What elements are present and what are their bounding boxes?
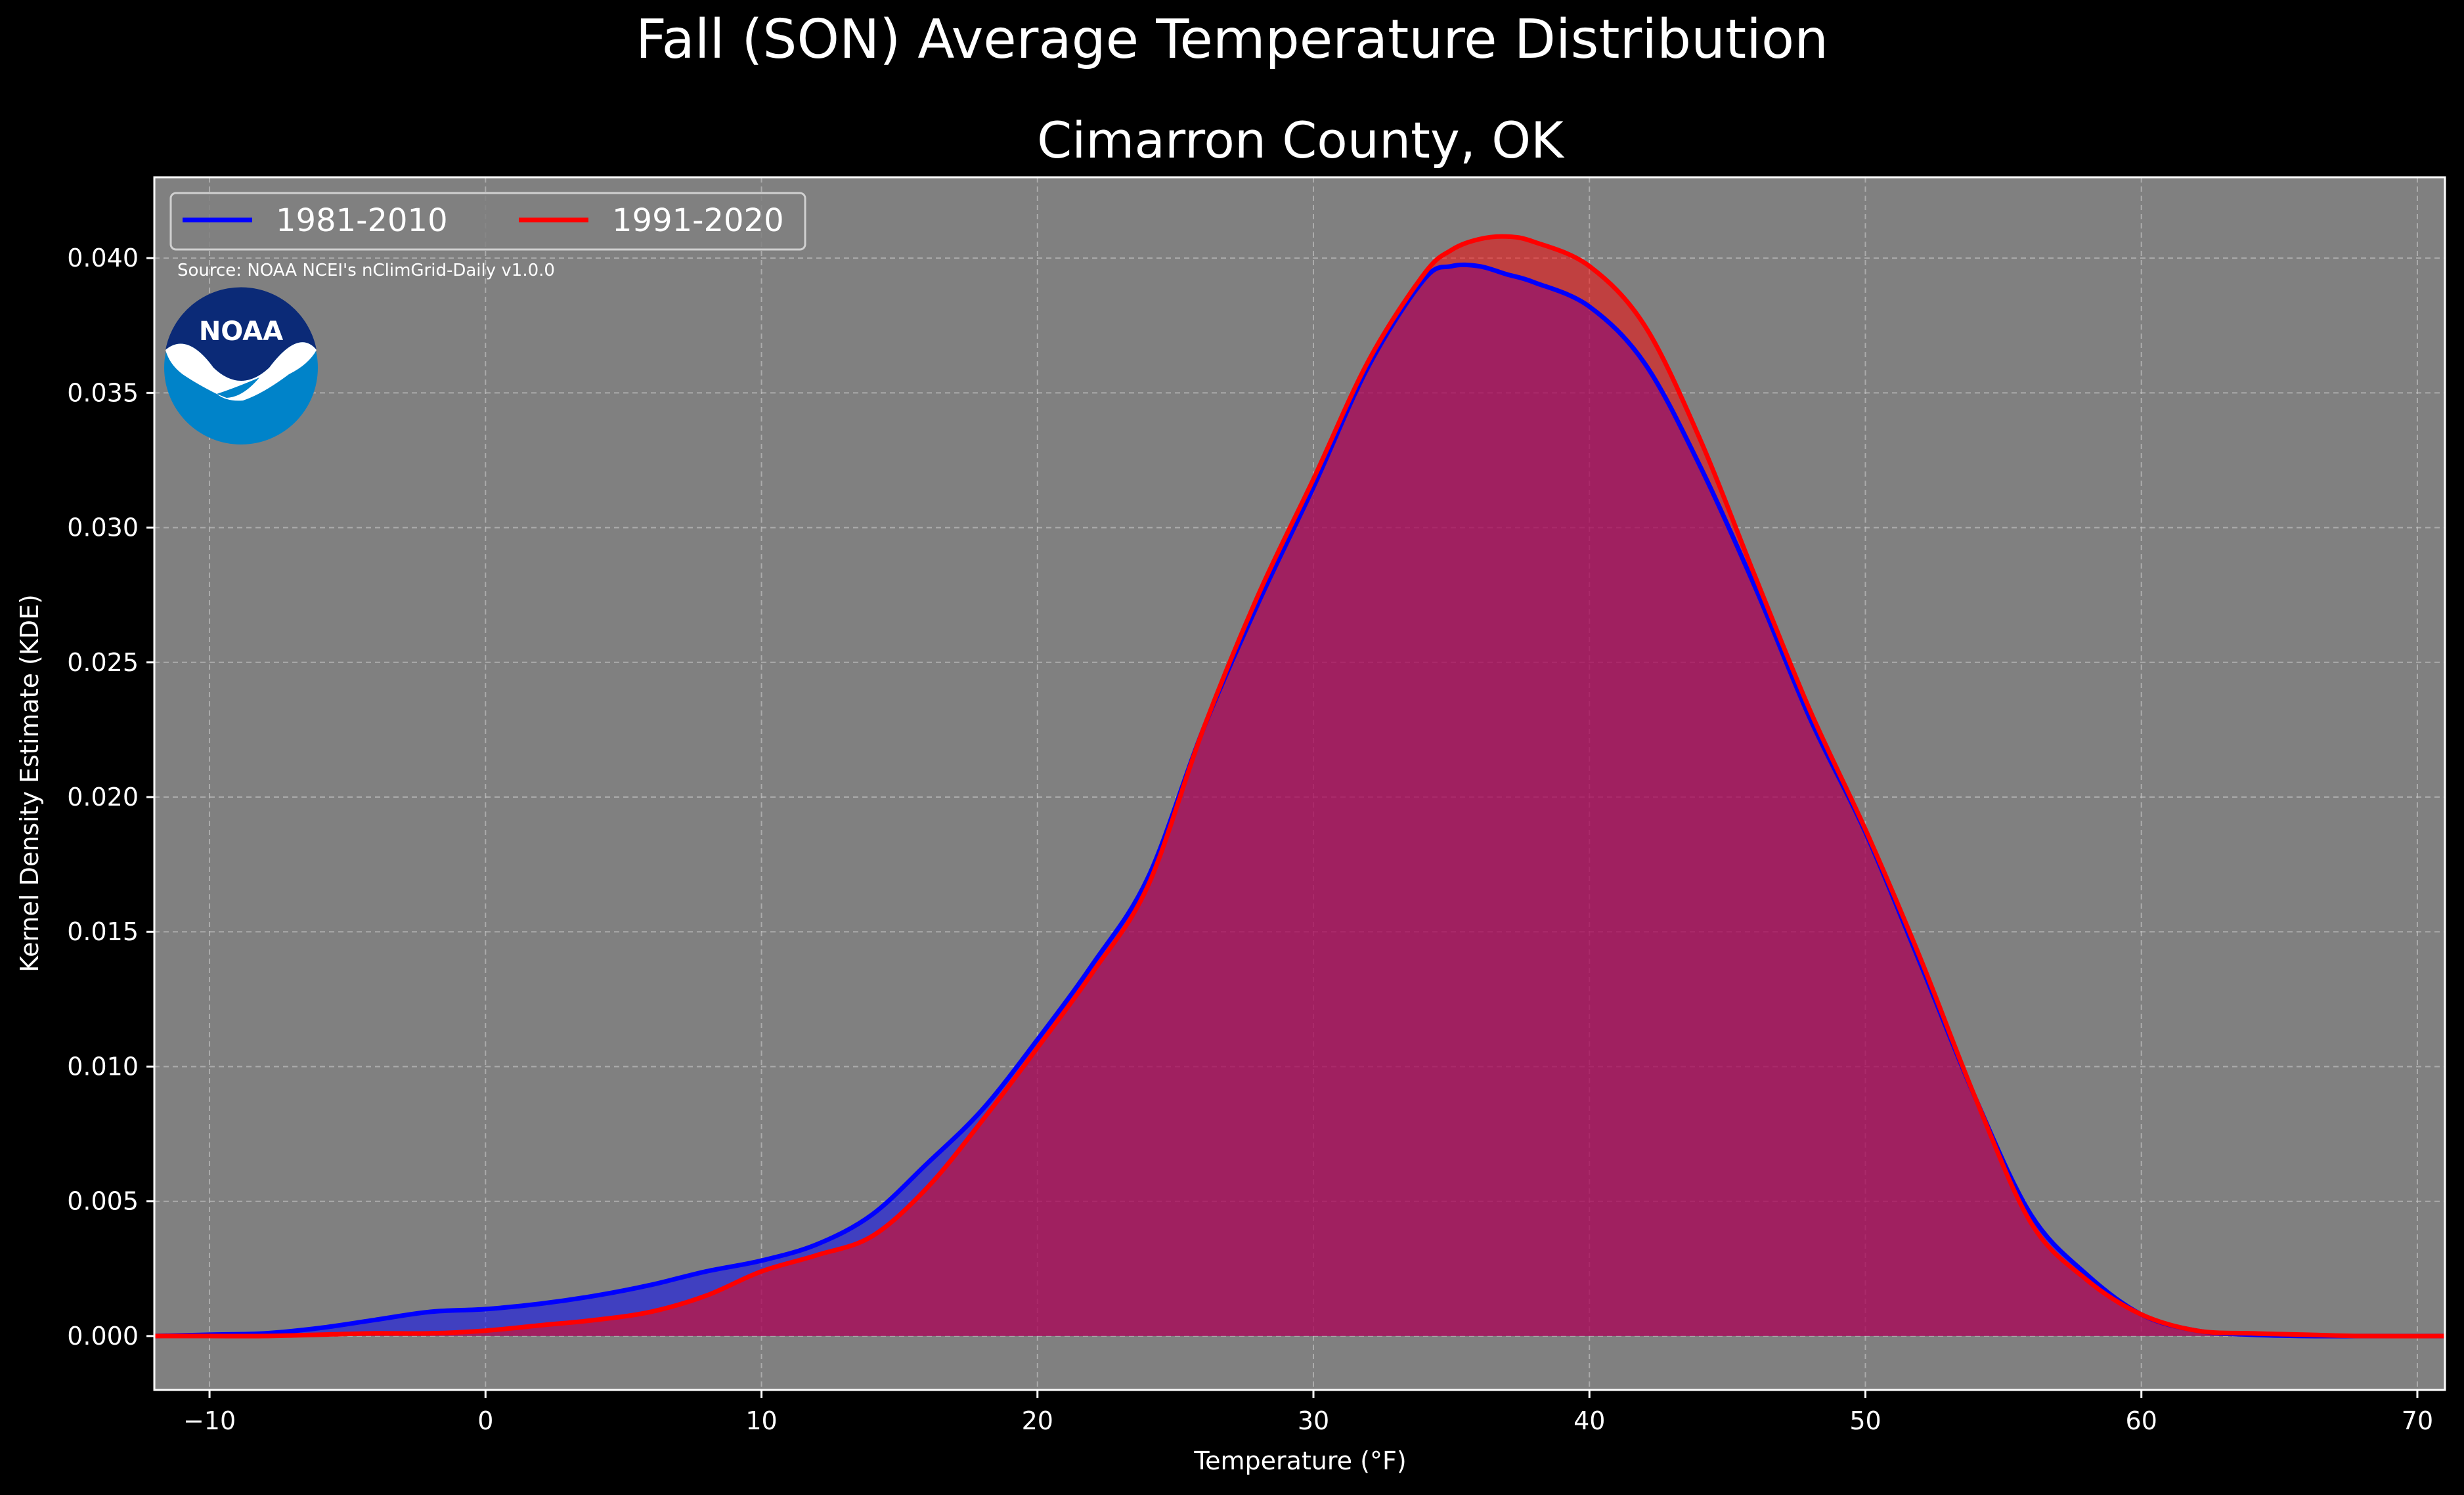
y-tick-label: 0.000 (67, 1322, 139, 1351)
noaa-logo: NOAA (164, 287, 318, 444)
x-tick-label: 50 (1849, 1406, 1881, 1435)
legend-label-1981-2010: 1981-2010 (276, 202, 448, 239)
y-tick-label: 0.040 (67, 244, 139, 272)
source-annotation: Source: NOAA NCEI's nClimGrid-Daily v1.0… (177, 261, 555, 280)
x-axis-label: Temperature (°F) (1193, 1446, 1406, 1475)
x-tick-label: 60 (2126, 1406, 2157, 1435)
x-tick-label: −10 (183, 1406, 236, 1435)
plot-frame (153, 176, 2446, 1391)
x-tick-label: 0 (477, 1406, 493, 1435)
x-axis-ticks: −10 0 10 20 30 40 50 60 70 (183, 1390, 2433, 1435)
y-axis-ticks: 0.000 0.005 0.010 0.015 0.020 0.025 0.030 0.035… (67, 244, 154, 1351)
line-1991-2020 (154, 234, 2446, 1339)
legend: 1981-2010 1991-2020 (169, 192, 806, 251)
legend-label-1991-2020: 1991-2020 (612, 202, 784, 239)
x-tick-label: 10 (745, 1406, 777, 1435)
x-tick-label: 70 (2402, 1406, 2433, 1435)
y-tick-label: 0.015 (67, 917, 139, 946)
density-lines (154, 234, 2446, 1339)
y-tick-label: 0.030 (67, 513, 139, 542)
y-tick-label: 0.010 (67, 1052, 139, 1081)
x-tick-label: 40 (1573, 1406, 1605, 1435)
density-areas (154, 236, 2445, 1337)
y-tick-label: 0.035 (67, 378, 139, 407)
x-tick-label: 20 (1022, 1406, 1053, 1435)
y-tick-label: 0.025 (67, 648, 139, 677)
x-tick-label: 30 (1298, 1406, 1329, 1435)
legend-box (169, 192, 806, 251)
y-tick-label: 0.005 (67, 1187, 139, 1216)
y-tick-label: 0.020 (67, 783, 139, 812)
chart-title: Cimarron County, OK (1037, 111, 1565, 169)
noaa-logo-text: NOAA (199, 316, 283, 347)
chart-suptitle: Fall (SON) Average Temperature Distribut… (636, 9, 1828, 71)
y-axis-label: Kernel Density Estimate (KDE) (15, 594, 44, 972)
area-1991-2020 (154, 236, 2445, 1337)
